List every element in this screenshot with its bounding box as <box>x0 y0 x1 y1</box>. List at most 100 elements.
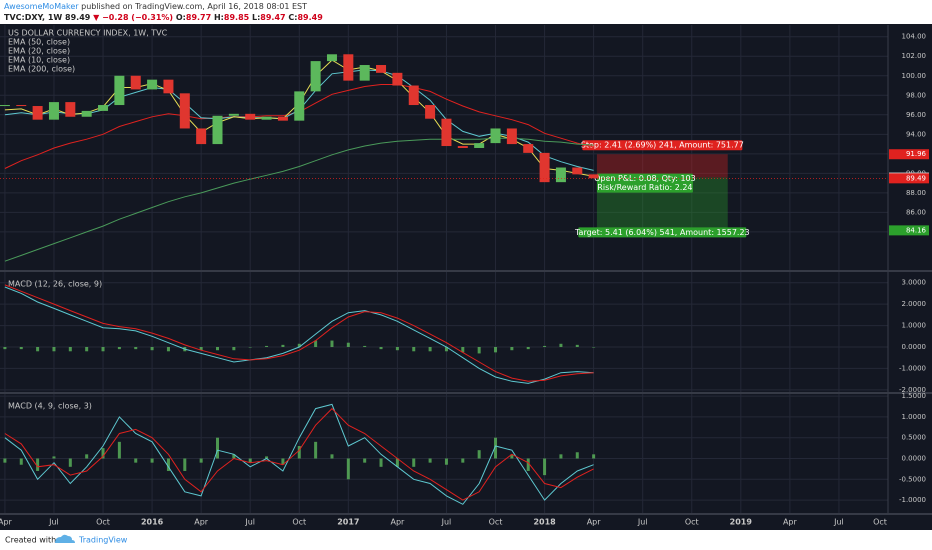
histogram-bar <box>575 452 579 459</box>
y-tick-label: -2.0000 <box>899 386 926 394</box>
histogram-bar <box>248 347 252 348</box>
author: AwesomeMoMaker <box>4 2 79 11</box>
pnl-label: Open P&L: 0.08, Qty: 103 <box>594 174 696 183</box>
price-tag-label: 91.96 <box>906 150 927 158</box>
target-label: Target: 5.41 (6.04%) 541, Amount: 1557.2… <box>574 228 750 237</box>
histogram-bar <box>265 456 269 459</box>
y-tick-label: 1.0000 <box>902 413 927 421</box>
y-tick-label: 102.00 <box>902 52 927 60</box>
change: −0.28 (−0.31%) <box>102 13 173 22</box>
ohlc-value: 89.77 <box>186 13 211 22</box>
target-label-bg <box>578 227 747 238</box>
histogram-bar <box>363 345 367 347</box>
histogram-bar <box>166 347 170 352</box>
x-tick-label: Jul <box>48 518 59 527</box>
legend-entry: EMA (50, close) <box>8 38 70 47</box>
histogram-bar <box>68 458 72 467</box>
x-tick-label: Jul <box>441 518 452 527</box>
x-tick-label: Oct <box>489 518 503 527</box>
histogram-bar <box>216 347 220 351</box>
price-tag <box>889 149 929 160</box>
histogram-bar <box>510 347 514 351</box>
candle <box>425 105 436 119</box>
y-tick-label: 2.0000 <box>902 300 927 308</box>
histogram-bar <box>559 343 563 347</box>
series-line <box>4 407 594 501</box>
candle <box>81 110 92 117</box>
header-bg <box>0 0 932 24</box>
change-arrow: ▼ <box>93 13 100 22</box>
header-line: AwesomeMoMaker published on TradingView.… <box>4 2 307 11</box>
candle <box>474 143 485 148</box>
candle <box>294 91 305 121</box>
candle <box>326 54 337 62</box>
candle <box>506 128 517 145</box>
price-tag-label: 89.49 <box>906 174 926 182</box>
candle <box>261 116 272 120</box>
histogram-bar <box>183 458 187 471</box>
histogram-bar <box>526 458 530 471</box>
y-tick-label: 0.5000 <box>902 434 927 442</box>
published: published on TradingView.com, April 16, … <box>81 2 307 11</box>
histogram-bar <box>199 458 203 463</box>
candle <box>65 102 76 117</box>
candle <box>32 106 43 120</box>
histogram-bar <box>314 441 318 459</box>
series-line <box>4 403 594 505</box>
ohlc-label: L: <box>252 13 260 22</box>
price-tag-label: 84.16 <box>906 226 927 234</box>
y-tick-label: 86.00 <box>906 208 926 216</box>
panel-title: US DOLLAR CURRENCY INDEX, 1W, TVC <box>8 29 168 38</box>
histogram-bar <box>265 345 269 347</box>
x-tick-label: 2018 <box>533 518 556 527</box>
histogram-bar <box>428 347 432 352</box>
pnl-label-bg <box>596 173 693 184</box>
candle <box>392 72 403 86</box>
legend-entry: EMA (200, close) <box>8 65 75 74</box>
candle <box>147 79 158 90</box>
histogram-bar <box>199 347 203 351</box>
histogram-bar <box>494 347 498 353</box>
stop-zone <box>596 154 728 178</box>
y-tick-label: 100.00 <box>902 72 927 80</box>
candle <box>359 65 370 81</box>
x-tick-label: Oct <box>873 518 887 527</box>
price-tag <box>889 173 929 184</box>
histogram-bar <box>52 347 56 352</box>
legend-entry: EMA (20, close) <box>8 47 70 56</box>
x-tick-label: 2017 <box>337 518 359 527</box>
y-tick-label: 0.0000 <box>902 343 927 351</box>
ohlc-label: C: <box>288 13 297 22</box>
y-tick-label: 3.0000 <box>902 279 927 287</box>
histogram-bar <box>85 347 89 352</box>
candle <box>408 85 419 106</box>
x-tick-label: Apr <box>783 518 798 527</box>
candle <box>163 79 174 94</box>
histogram-bar <box>166 458 170 471</box>
candle <box>310 61 321 92</box>
histogram-bar <box>3 458 7 463</box>
candle <box>343 54 354 81</box>
panel-title: MACD (4, 9, close, 3) <box>8 402 92 411</box>
histogram-bar <box>412 458 416 467</box>
histogram-bar <box>281 458 285 465</box>
histogram-bar <box>314 340 318 347</box>
histogram-bar <box>559 454 563 459</box>
histogram-bar <box>346 342 350 347</box>
histogram-bar <box>592 347 596 348</box>
x-tick-label: 2019 <box>730 518 753 527</box>
x-tick-label: Oct <box>96 518 110 527</box>
y-tick-label: 88.00 <box>906 189 926 197</box>
histogram-bar <box>232 454 236 459</box>
histogram-bar <box>330 340 334 347</box>
ohlc-label: O: <box>176 13 186 22</box>
legend-entry: EMA (10, close) <box>8 56 70 65</box>
x-tick-label: Jul <box>833 518 844 527</box>
histogram-bar <box>395 458 399 467</box>
candle <box>490 128 501 144</box>
x-tick-label: Jul <box>244 518 255 527</box>
candle <box>16 105 27 107</box>
created-with: Created with <box>5 536 56 545</box>
candle <box>539 152 550 183</box>
x-tick-label: 2016 <box>141 518 164 527</box>
